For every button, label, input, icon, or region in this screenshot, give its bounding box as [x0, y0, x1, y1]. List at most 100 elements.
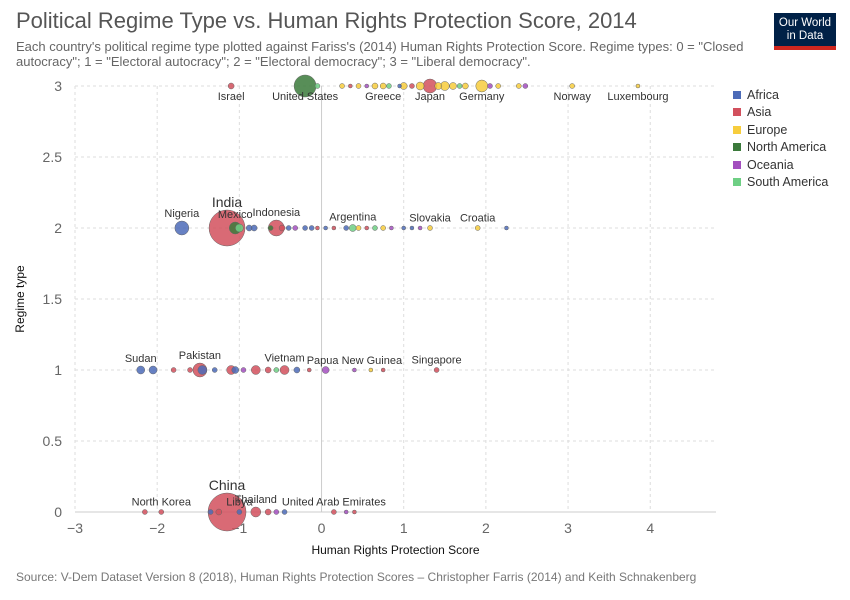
data-point[interactable] — [136, 365, 145, 375]
data-point[interactable] — [474, 225, 481, 231]
legend-item[interactable]: Europe — [733, 121, 828, 139]
data-point[interactable] — [380, 225, 386, 231]
data-point[interactable] — [415, 81, 425, 91]
legend-item[interactable]: Asia — [733, 104, 828, 122]
data-point[interactable] — [251, 365, 261, 375]
owid-logo[interactable]: Our World in Data — [774, 13, 836, 50]
data-point[interactable] — [409, 83, 415, 89]
data-point[interactable] — [427, 225, 433, 231]
data-point[interactable] — [187, 367, 193, 373]
data-point[interactable] — [315, 225, 320, 231]
data-point[interactable] — [236, 509, 243, 515]
data-point[interactable] — [433, 367, 440, 373]
data-point[interactable] — [343, 225, 349, 231]
data-point[interactable] — [240, 367, 247, 373]
data-point[interactable] — [504, 225, 509, 231]
data-point[interactable] — [522, 83, 529, 89]
data-point[interactable] — [142, 509, 148, 515]
data-point[interactable] — [323, 225, 328, 231]
data-point[interactable] — [355, 225, 362, 231]
data-point[interactable] — [148, 365, 158, 375]
data-point[interactable] — [364, 225, 369, 231]
data-point[interactable] — [331, 509, 337, 515]
data-point[interactable] — [250, 506, 262, 518]
legend-item[interactable]: South America — [733, 174, 828, 192]
point-label: Libya — [226, 497, 253, 509]
legend-item[interactable]: Oceania — [733, 156, 828, 174]
data-point[interactable] — [273, 367, 280, 373]
data-point[interactable] — [339, 83, 345, 89]
data-point[interactable] — [273, 509, 280, 515]
data-point[interactable] — [409, 225, 415, 231]
data-point[interactable] — [368, 367, 374, 373]
data-point[interactable] — [174, 220, 190, 236]
data-point[interactable] — [281, 509, 288, 515]
data-point[interactable] — [264, 508, 272, 516]
legend-swatch — [733, 160, 741, 169]
data-point[interactable] — [306, 367, 312, 373]
data-point[interactable] — [227, 82, 235, 90]
data-point[interactable] — [434, 82, 442, 90]
data-point[interactable] — [348, 83, 353, 89]
data-point[interactable] — [635, 83, 641, 89]
data-point[interactable] — [314, 83, 321, 89]
data-point[interactable] — [250, 224, 258, 232]
data-point[interactable] — [208, 209, 246, 247]
point-label: Croatia — [460, 213, 496, 225]
data-point[interactable] — [207, 509, 214, 515]
data-point[interactable] — [308, 225, 315, 231]
data-point[interactable] — [449, 82, 457, 90]
data-point[interactable] — [264, 366, 272, 374]
point-label: Pakistan — [179, 350, 221, 362]
data-point[interactable] — [487, 83, 493, 89]
data-point[interactable] — [380, 367, 386, 373]
data-point[interactable] — [211, 367, 218, 373]
data-point[interactable] — [278, 224, 286, 232]
data-point[interactable] — [285, 225, 292, 231]
data-point[interactable] — [462, 82, 469, 90]
chart-title: Political Regime Type vs. Human Rights P… — [16, 8, 637, 33]
legend-item[interactable]: North America — [733, 139, 828, 157]
logo-line-1: Our World — [778, 17, 832, 29]
x-tick-label: −3 — [67, 520, 83, 536]
data-point[interactable] — [331, 225, 337, 231]
data-point[interactable] — [292, 225, 298, 231]
data-point[interactable] — [170, 367, 177, 373]
data-point[interactable] — [516, 83, 522, 89]
data-point[interactable] — [569, 83, 575, 89]
data-point[interactable] — [389, 225, 394, 231]
point-label: India — [212, 194, 243, 210]
data-point[interactable] — [352, 509, 357, 515]
point-label: Germany — [459, 91, 505, 103]
data-point[interactable] — [279, 365, 290, 375]
data-point[interactable] — [417, 225, 423, 231]
data-point[interactable] — [197, 365, 208, 375]
data-point[interactable] — [293, 366, 301, 374]
x-tick-label: 2 — [482, 520, 490, 536]
data-point[interactable] — [215, 508, 223, 516]
data-point[interactable] — [401, 225, 406, 231]
data-point[interactable] — [231, 366, 239, 374]
data-point[interactable] — [267, 225, 274, 231]
data-point[interactable] — [372, 225, 378, 231]
data-point[interactable] — [302, 225, 308, 231]
data-point[interactable] — [349, 224, 357, 232]
data-point[interactable] — [158, 509, 165, 515]
x-tick-label: 0 — [318, 520, 326, 536]
data-point[interactable] — [397, 83, 402, 89]
data-point[interactable] — [456, 83, 463, 89]
data-point[interactable] — [321, 366, 330, 374]
data-point[interactable] — [352, 367, 357, 373]
data-point[interactable] — [235, 223, 244, 233]
data-point[interactable] — [343, 509, 349, 515]
data-point[interactable] — [386, 83, 392, 89]
data-point[interactable] — [495, 83, 501, 89]
y-tick-label: 3 — [54, 78, 62, 94]
point-label: United States — [272, 91, 339, 103]
source-note: Source: V-Dem Dataset Version 8 (2018), … — [16, 570, 697, 584]
data-point[interactable] — [355, 83, 362, 89]
data-point[interactable] — [379, 82, 387, 90]
data-point[interactable] — [364, 83, 369, 89]
legend-item[interactable]: Africa — [733, 86, 828, 104]
data-point[interactable] — [371, 82, 379, 90]
